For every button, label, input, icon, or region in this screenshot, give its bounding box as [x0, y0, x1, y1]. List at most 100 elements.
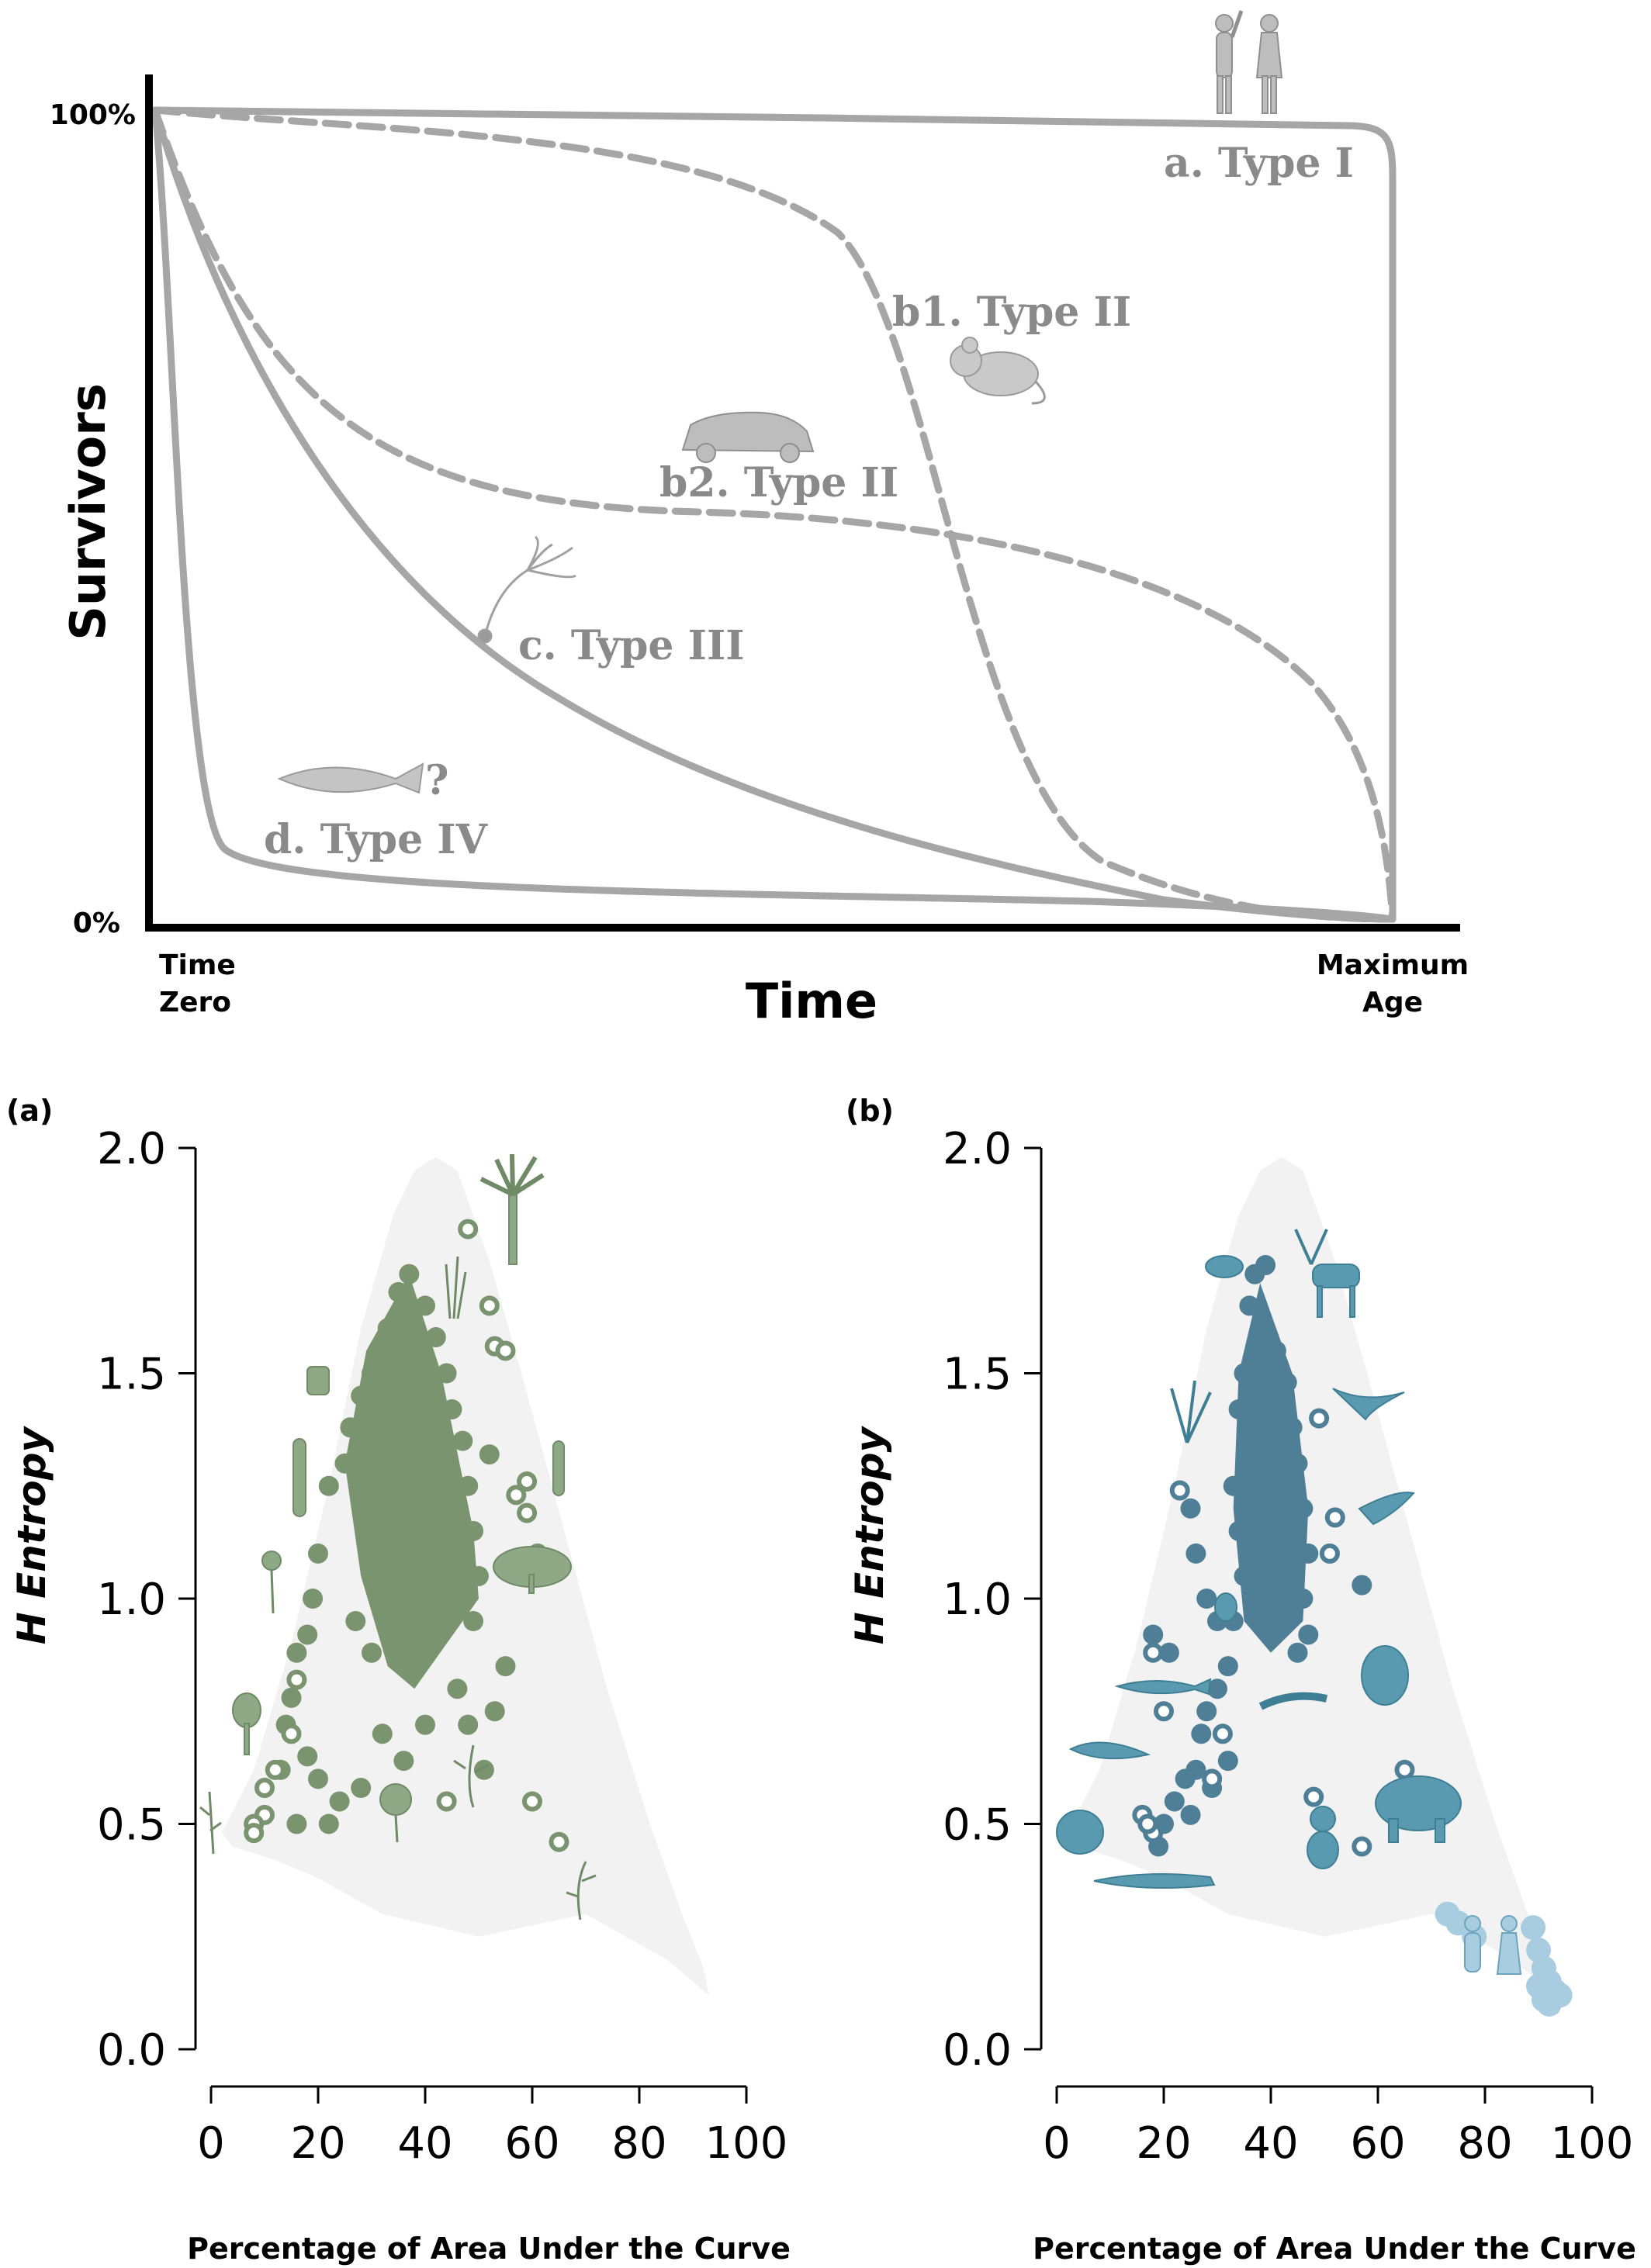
data-point-filled-a-11 — [334, 1453, 355, 1474]
data-point-filled-a-37 — [495, 1656, 516, 1677]
x-tick-time-zero-line1: Time — [159, 949, 236, 981]
data-point-filled-a-39 — [345, 1611, 366, 1632]
ray-icon — [1068, 1741, 1151, 1760]
x-tick-label-b-1: 20 — [1136, 2118, 1191, 2169]
x-tick-label-a-1: 20 — [290, 2118, 345, 2169]
data-point-filled-a-38 — [473, 1759, 494, 1780]
y-tick-label-b-4: 2.0 — [943, 1124, 1012, 1174]
grass-icon — [445, 1256, 467, 1319]
data-point-filled-b-2 — [1239, 1295, 1260, 1316]
data-point-filled-a-25 — [297, 1746, 318, 1767]
survivorship-panel: 100% 0% Time Zero Maximum Age Time Survi… — [50, 10, 1469, 1029]
data-point-filled-a-40 — [362, 1642, 382, 1663]
cactus-icon — [552, 1440, 565, 1496]
data-point-filled-a-14 — [318, 1475, 339, 1496]
data-point-open-b-3 — [1309, 1408, 1330, 1429]
data-point-open-b-13 — [1212, 1723, 1233, 1744]
data-point-open-a-15 — [436, 1791, 457, 1812]
mouse-icon — [950, 337, 1046, 405]
data-point-filled-a-3 — [377, 1318, 398, 1339]
data-point-filled-b-3 — [1250, 1318, 1271, 1339]
type2-b2-curve — [151, 106, 1397, 923]
data-point-filled-a-13 — [479, 1444, 500, 1465]
y-tick-label-b-2: 1.0 — [943, 1575, 1012, 1625]
data-point-filled-a-28 — [286, 1813, 307, 1834]
data-point-open-a-14 — [244, 1823, 265, 1844]
seedling-icon — [477, 535, 576, 644]
fish-icon — [277, 762, 424, 794]
data-point-open-a-9 — [281, 1723, 302, 1744]
data-point-filled-a-2 — [415, 1295, 435, 1316]
x-tick-label-b-4: 80 — [1457, 2118, 1512, 2169]
type1-curve — [151, 106, 1397, 923]
data-point-filled-b-13 — [1228, 1520, 1249, 1541]
data-point-filled-b-14 — [1298, 1543, 1319, 1564]
points-b — [1132, 1255, 1573, 2017]
elephant-icon — [1375, 1775, 1462, 1843]
y-tick-label-a-2: 1.0 — [97, 1575, 166, 1625]
plant-icons-a — [199, 1153, 597, 1921]
beetle-icon — [1214, 1592, 1237, 1622]
data-point-open-b-12 — [1202, 1768, 1223, 1789]
data-point-filled-b-38 — [1352, 1575, 1372, 1596]
tall-cactus-icon — [292, 1438, 306, 1517]
data-point-filled-b-5 — [1234, 1363, 1255, 1384]
x-tick-label-a-0: 0 — [197, 2118, 225, 2169]
data-point-filled-a-22 — [281, 1687, 302, 1708]
small-tree-icon — [232, 1692, 261, 1755]
data-point-filled-b-15 — [1234, 1565, 1255, 1586]
data-point-filled-a-32 — [393, 1751, 414, 1772]
animal-icons-b — [1056, 1229, 1522, 1975]
data-point-filled-b-33 — [1143, 1624, 1164, 1645]
data-point-filled-a-16 — [308, 1543, 328, 1564]
data-point-filled-b-8 — [1282, 1417, 1303, 1438]
data-point-filled-a-35 — [458, 1714, 479, 1735]
y-tick-100: 100% — [50, 99, 136, 131]
data-point-open-a-11 — [254, 1778, 275, 1799]
deer-icon — [1294, 1229, 1360, 1318]
data-point-filled-b-10 — [1287, 1453, 1308, 1474]
data-point-filled-b-26 — [1164, 1791, 1185, 1812]
data-point-open-a-10 — [265, 1759, 286, 1780]
data-point-filled-a-27 — [329, 1791, 350, 1812]
data-point-open-b-1 — [1154, 1701, 1174, 1722]
data-point-filled-b-31 — [1217, 1751, 1238, 1772]
data-point-filled-b-36 — [1196, 1589, 1217, 1609]
seaweed-icon — [566, 1861, 597, 1921]
x-tick-label-b-3: 60 — [1350, 2118, 1405, 2169]
type3-label: c. Type III — [518, 622, 745, 669]
y-tick-label-b-3: 1.5 — [943, 1350, 1012, 1400]
data-point-filled-a-19 — [463, 1611, 484, 1632]
data-point-filled-b-9 — [1239, 1444, 1260, 1465]
data-point-filled-b-16 — [1293, 1589, 1314, 1609]
x-tick-label-a-2: 40 — [397, 2118, 452, 2169]
data-point-filled-b-35 — [1185, 1543, 1206, 1564]
data-point-filled-b-11 — [1223, 1475, 1244, 1496]
fish-icon — [1114, 1678, 1212, 1696]
data-point-filled-a-21 — [286, 1642, 307, 1663]
data-point-filled-b-7 — [1228, 1398, 1249, 1419]
data-point-open-a-8 — [286, 1669, 307, 1690]
data-point-filled-b-21 — [1207, 1679, 1227, 1699]
x-tick-label-a-3: 60 — [504, 2118, 559, 2169]
x-tick-label-b-2: 40 — [1243, 2118, 1298, 2169]
data-point-open-b-11 — [1394, 1759, 1415, 1780]
data-point-filled-b-19 — [1217, 1656, 1238, 1677]
panel-label-a: (a) — [6, 1094, 53, 1128]
y-tick-label-a-3: 1.5 — [97, 1350, 166, 1400]
x-tick-time-zero-line2: Zero — [159, 987, 231, 1018]
data-point-filled-b-20 — [1287, 1642, 1308, 1663]
data-point-filled-b-12 — [1293, 1498, 1314, 1519]
y-axis-title-a-text: H Entropy — [9, 1425, 54, 1644]
beetle-shell-icon — [1205, 1255, 1244, 1278]
scatter-panel-a: (a) 0.0 0.5 1.0 1.5 2.0 0 20 40 60 80 100 Percenta… — [6, 1094, 791, 2266]
data-point-filled-b-32 — [1158, 1642, 1179, 1663]
orchid-icon — [379, 1783, 412, 1843]
data-point-open-a-5 — [517, 1471, 538, 1492]
x-tick-label-a-4: 80 — [611, 2118, 666, 2169]
data-point-filled-b-18 — [1298, 1624, 1319, 1645]
data-point-filled-b-23 — [1191, 1723, 1212, 1744]
type4-curve — [151, 106, 1397, 923]
data-point-filled-a-5 — [362, 1363, 382, 1384]
